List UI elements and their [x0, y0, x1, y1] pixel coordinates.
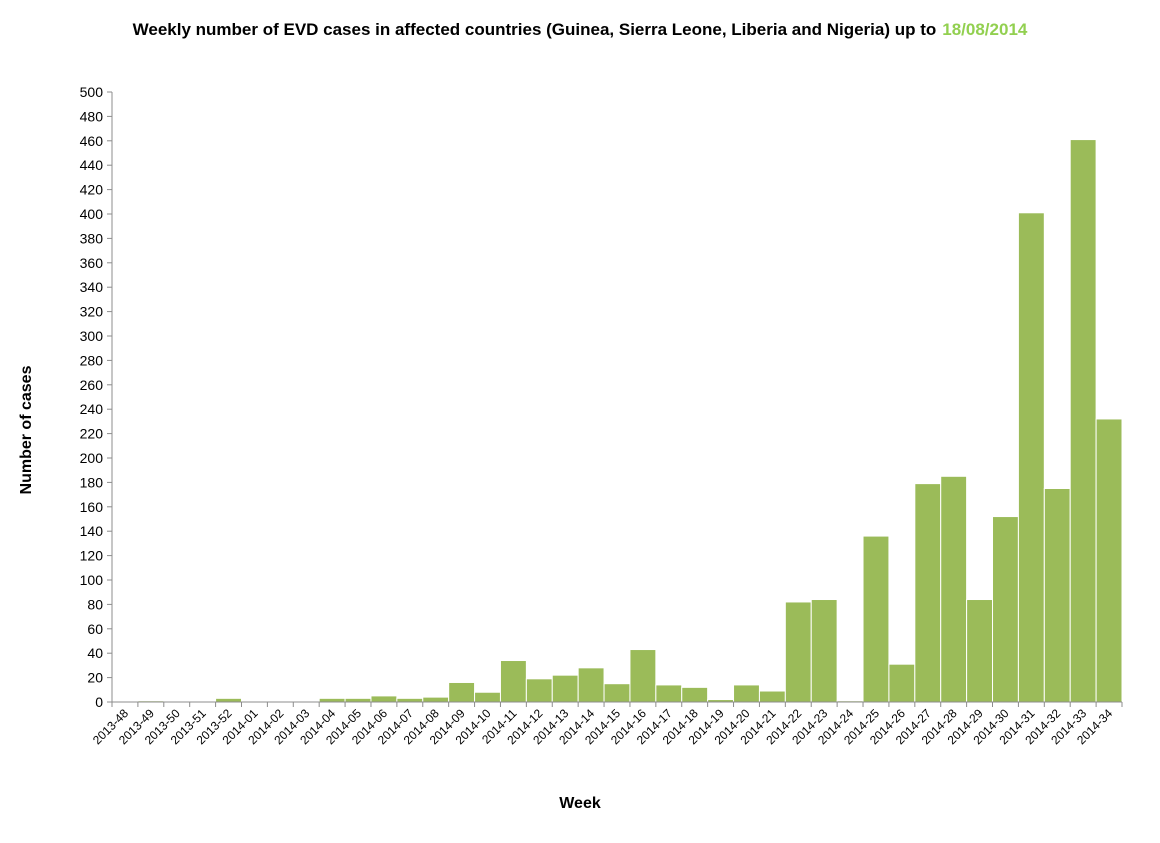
y-tick-label: 380 — [80, 230, 104, 246]
bar — [396, 697, 424, 703]
y-tick-label: 180 — [80, 474, 104, 490]
chart-title: Weekly number of EVD cases in affected c… — [0, 20, 1160, 40]
bar — [1017, 212, 1045, 703]
bar — [603, 683, 631, 703]
bar — [940, 475, 968, 703]
bar — [733, 684, 760, 703]
bar — [862, 535, 890, 703]
y-tick-label: 220 — [80, 426, 104, 442]
y-tick-label: 160 — [80, 499, 104, 515]
chart-title-date: 18/08/2014 — [942, 20, 1028, 39]
y-tick-label: 440 — [80, 157, 104, 173]
bar — [474, 691, 501, 703]
bar — [525, 678, 553, 703]
bar — [758, 690, 786, 703]
bar — [992, 516, 1019, 703]
bar — [1095, 418, 1123, 703]
bar — [888, 663, 916, 703]
y-tick-label: 320 — [80, 304, 104, 320]
bar — [1043, 488, 1071, 703]
bar — [577, 667, 605, 703]
y-tick-label: 0 — [95, 694, 103, 710]
bar — [914, 483, 942, 703]
bar — [499, 660, 527, 703]
y-tick-label: 500 — [80, 84, 104, 100]
bar — [655, 684, 683, 703]
y-tick-label: 140 — [80, 523, 104, 539]
y-tick-label: 40 — [87, 645, 103, 661]
y-tick-label: 60 — [87, 621, 103, 637]
y-tick-label: 300 — [80, 328, 104, 344]
chart-title-text: Weekly number of EVD cases in affected c… — [132, 20, 937, 39]
x-axis-label: Week — [559, 795, 601, 812]
bar — [784, 601, 812, 703]
bar — [448, 681, 476, 703]
bar — [344, 697, 372, 703]
bar — [810, 599, 838, 703]
y-tick-label: 360 — [80, 255, 104, 271]
y-tick-label: 20 — [87, 670, 103, 686]
y-tick-label: 260 — [80, 377, 104, 393]
y-tick-label: 420 — [80, 182, 104, 198]
bar — [370, 695, 398, 703]
bar — [422, 696, 450, 703]
bar — [966, 599, 994, 703]
y-tick-label: 280 — [80, 352, 104, 368]
y-tick-label: 120 — [80, 548, 104, 564]
y-tick-label: 400 — [80, 206, 104, 222]
bar — [1069, 139, 1097, 703]
bar — [215, 697, 242, 703]
bar — [681, 686, 709, 703]
y-tick-label: 240 — [80, 401, 104, 417]
y-tick-label: 340 — [80, 279, 104, 295]
y-tick-label: 460 — [80, 133, 104, 149]
y-tick-label: 80 — [87, 596, 103, 612]
bar — [318, 697, 346, 703]
y-tick-label: 200 — [80, 450, 104, 466]
y-tick-label: 480 — [80, 108, 104, 124]
y-tick-label: 100 — [80, 572, 104, 588]
bar — [551, 674, 579, 703]
bar — [629, 649, 657, 703]
